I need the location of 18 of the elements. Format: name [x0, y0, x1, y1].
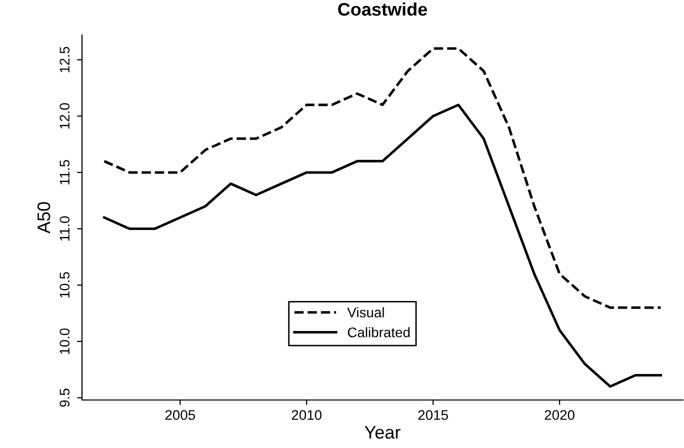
y-tick-label: 10.5 [60, 272, 70, 298]
x-tick-label: 2020 [544, 410, 574, 420]
chart-title: Coastwide [338, 2, 428, 16]
y-tick-label: 12.0 [60, 103, 70, 129]
legend-label: Visual [347, 307, 384, 318]
y-tick-label: 11.5 [60, 160, 70, 184]
y-tick-label: 11.0 [60, 216, 70, 241]
x-tick-label: 2015 [418, 410, 448, 420]
x-tick-label: 2010 [292, 410, 322, 420]
x-tick-label: 2005 [165, 410, 196, 420]
line-series [103, 104, 662, 388]
x-axis-title: Year [364, 426, 400, 439]
y-tick-label: 10.0 [60, 328, 70, 354]
legend-label: Calibrated [348, 327, 410, 338]
y-tick-label: 12.5 [60, 46, 70, 72]
y-tick-label: 9.5 [60, 388, 70, 407]
y-axis-title: A50 [37, 202, 50, 234]
line-series [103, 47, 662, 309]
